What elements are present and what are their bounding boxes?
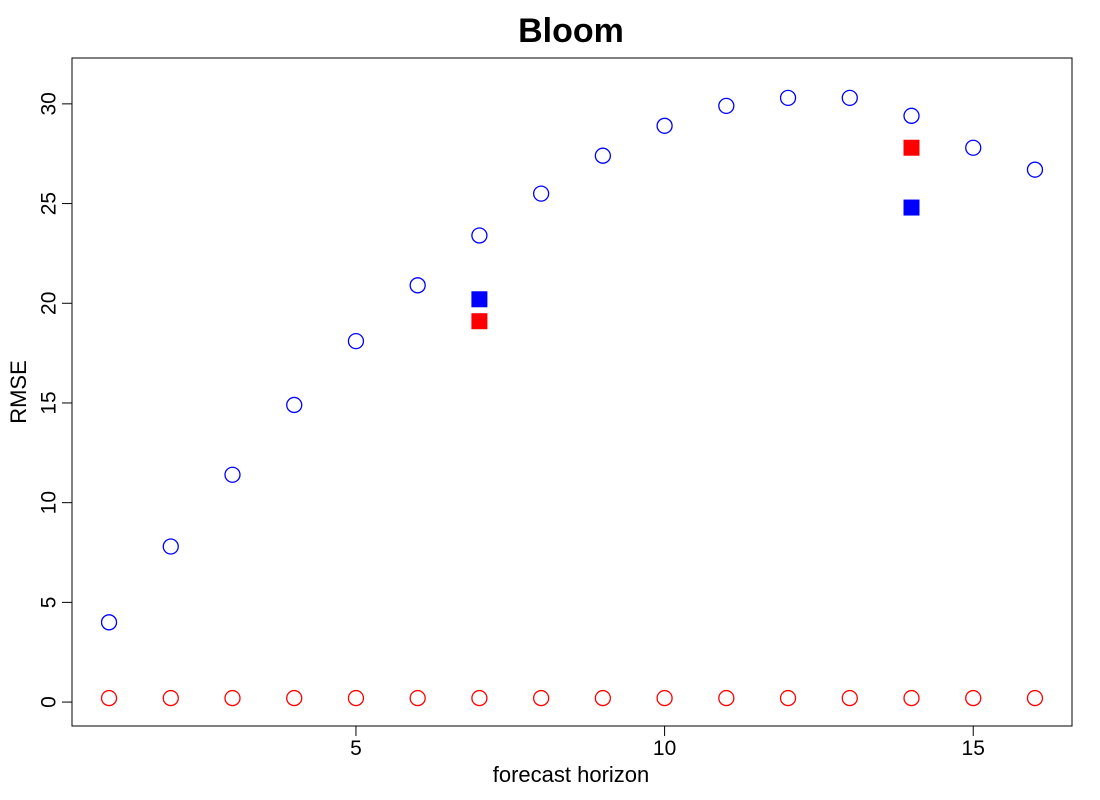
data-point-circle — [471, 227, 488, 244]
data-point-circle — [286, 689, 303, 707]
data-point-circle — [286, 396, 303, 414]
data-point-circle — [471, 689, 488, 707]
y-tick-label: 30 — [38, 92, 61, 115]
data-point-square — [903, 139, 920, 156]
y-tick-label: 10 — [38, 491, 61, 514]
x-axis-label: forecast horizon — [493, 762, 650, 787]
data-point-circle — [162, 538, 179, 555]
data-point-circle — [224, 689, 241, 707]
y-tick-label: 25 — [38, 192, 61, 215]
y-axis-label: RMSE — [6, 360, 31, 424]
data-points — [100, 89, 1044, 707]
y-tick-label: 20 — [38, 292, 61, 315]
data-point-square — [471, 313, 488, 330]
data-point-circle — [532, 689, 550, 707]
y-tick-label: 0 — [38, 696, 61, 708]
data-point-circle — [532, 185, 550, 202]
data-point-circle — [1026, 161, 1044, 178]
data-point-circle — [779, 89, 797, 107]
y-tick-label: 15 — [38, 391, 61, 414]
data-point-circle — [903, 107, 920, 124]
data-point-square — [903, 199, 920, 216]
x-tick-label: 10 — [653, 737, 676, 760]
data-point-circle — [162, 689, 179, 707]
data-point-circle — [409, 689, 426, 707]
data-point-circle — [594, 147, 612, 164]
data-point-circle — [594, 689, 612, 707]
plot-frame — [71, 57, 1073, 727]
data-point-circle — [779, 689, 797, 707]
data-point-circle — [718, 97, 735, 115]
data-point-circle — [656, 117, 673, 134]
data-point-circle — [656, 689, 673, 707]
data-point-circle — [903, 689, 920, 707]
data-point-circle — [718, 689, 735, 707]
y-axis: 0 5 10 15 20 25 30 — [38, 92, 73, 708]
data-point-square — [471, 291, 488, 308]
data-point-circle — [100, 689, 118, 707]
x-axis: 5 10 15 — [350, 725, 985, 760]
x-tick-label: 15 — [962, 737, 985, 760]
data-point-circle — [409, 277, 426, 294]
data-point-circle — [841, 89, 858, 107]
data-point-circle — [347, 689, 365, 707]
data-point-circle — [347, 333, 365, 350]
data-point-circle — [965, 139, 982, 156]
data-point-circle — [100, 614, 118, 631]
data-point-circle — [841, 689, 858, 707]
chart-title: Bloom — [518, 12, 624, 50]
x-tick-label: 5 — [350, 737, 362, 760]
data-point-circle — [965, 689, 982, 707]
y-tick-label: 5 — [38, 597, 61, 609]
data-point-circle — [1026, 689, 1044, 707]
data-point-circle — [224, 466, 241, 483]
